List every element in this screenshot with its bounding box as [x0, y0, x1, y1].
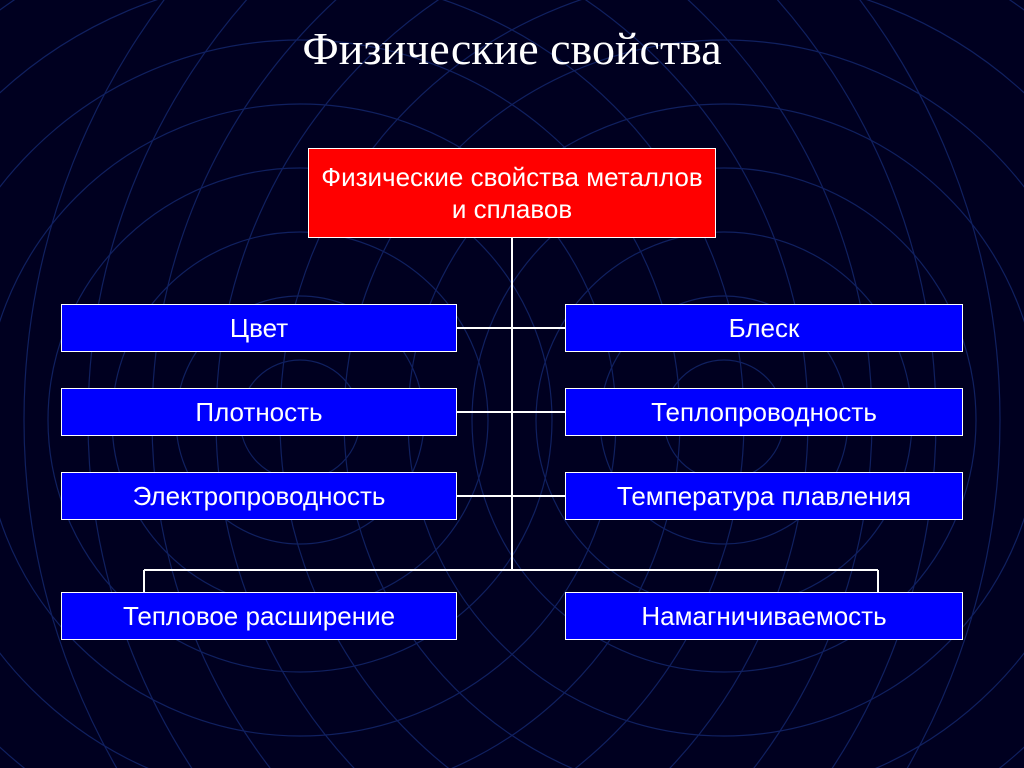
child-node-2: Плотность [61, 388, 457, 436]
child-node-3: Теплопроводность [565, 388, 963, 436]
root-node: Физические свойства металлов и сплавов [308, 148, 716, 238]
child-node-0: Цвет [61, 304, 457, 352]
child-node-4: Электропроводность [61, 472, 457, 520]
child-node-1: Блеск [565, 304, 963, 352]
child-node-7: Намагничиваемость [565, 592, 963, 640]
slide-title: Физические свойства [0, 0, 1024, 75]
child-node-5: Температура плавления [565, 472, 963, 520]
child-node-6: Тепловое расширение [61, 592, 457, 640]
slide-content: Физические свойства Физические свойства … [0, 0, 1024, 768]
